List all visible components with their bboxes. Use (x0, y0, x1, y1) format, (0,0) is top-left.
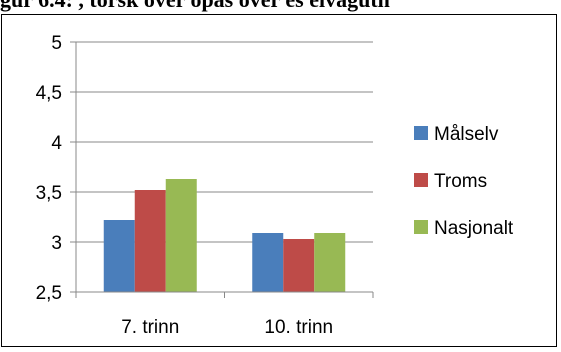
axes (70, 42, 374, 298)
x-axis-category-labels: 7. trinn 10. trinn (121, 317, 333, 338)
legend: Målselv Troms Nasjonalt (414, 124, 514, 239)
category-label: 10. trinn (264, 317, 333, 338)
bar-m-lselv-2 (252, 233, 284, 292)
bar-nasjonalt-1 (165, 179, 197, 292)
legend-swatch (414, 126, 428, 140)
y-tick-label: 4,5 (36, 83, 62, 104)
bar-nasjonalt-2 (314, 233, 346, 292)
bars (103, 179, 346, 292)
legend-label: Troms (434, 171, 487, 192)
legend-swatch (414, 220, 428, 234)
bar-troms-1 (134, 190, 166, 292)
y-tick-label: 3,5 (36, 183, 62, 204)
bar-troms-2 (283, 239, 315, 292)
legend-label: Nasjonalt (434, 218, 514, 239)
y-axis-tick-labels: 5 4,5 4 3,5 3 2,5 (36, 33, 63, 304)
gridlines (70, 41, 373, 243)
y-tick-label: 2,5 (36, 283, 62, 304)
y-tick-label: 4 (51, 133, 62, 154)
bar-m-lselv-1 (103, 220, 135, 292)
y-tick-label: 5 (51, 33, 62, 54)
chart-title-fragment: gur 6.4: , torsk over opas over es elvag… (0, 0, 561, 22)
legend-swatch (414, 173, 428, 187)
chart-title-text: gur 6.4: , torsk over opas over es elvag… (0, 0, 390, 11)
category-label: 7. trinn (121, 317, 179, 338)
legend-label: Målselv (434, 124, 499, 145)
y-tick-label: 3 (51, 233, 62, 254)
